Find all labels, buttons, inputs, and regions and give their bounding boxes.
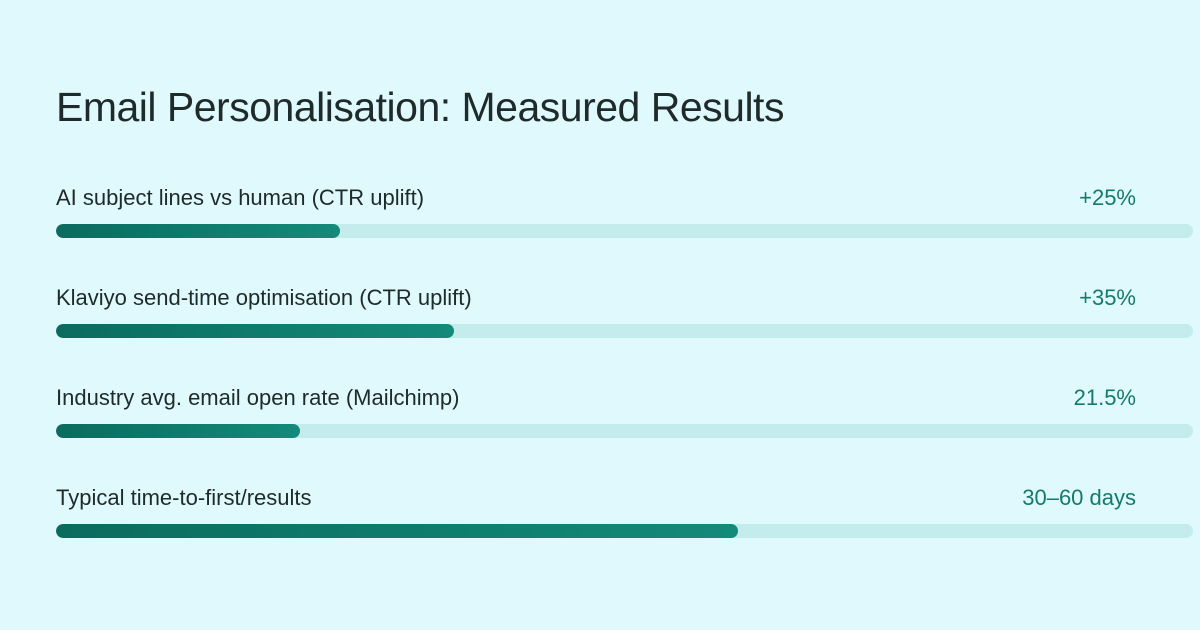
bar-label: Klaviyo send-time optimisation (CTR upli… <box>56 285 472 310</box>
bar-track <box>56 224 1193 238</box>
bar-row: Typical time-to-first/results 30–60 days <box>0 484 1200 554</box>
bar-row: AI subject lines vs human (CTR uplift) +2… <box>0 184 1200 254</box>
bar-track <box>56 424 1193 438</box>
bar-fill <box>56 224 340 238</box>
bar-fill <box>56 424 300 438</box>
bar-label: Industry avg. email open rate (Mailchimp… <box>56 385 460 410</box>
bar-track <box>56 324 1193 338</box>
bar-value-label: +25% <box>1079 185 1136 210</box>
bar-fill <box>56 524 738 538</box>
bar-label: Typical time-to-first/results <box>56 485 312 510</box>
bar-fill <box>56 324 454 338</box>
bar-value-label: +35% <box>1079 285 1136 310</box>
bar-track <box>56 524 1193 538</box>
chart-title: Email Personalisation: Measured Results <box>56 84 784 130</box>
bar-value-label: 21.5% <box>1073 385 1136 410</box>
bar-value-label: 30–60 days <box>1022 485 1136 510</box>
bar-row: Industry avg. email open rate (Mailchimp… <box>0 384 1200 454</box>
bar-label: AI subject lines vs human (CTR uplift) <box>56 185 425 210</box>
bar-row: Klaviyo send-time optimisation (CTR upli… <box>0 284 1200 354</box>
